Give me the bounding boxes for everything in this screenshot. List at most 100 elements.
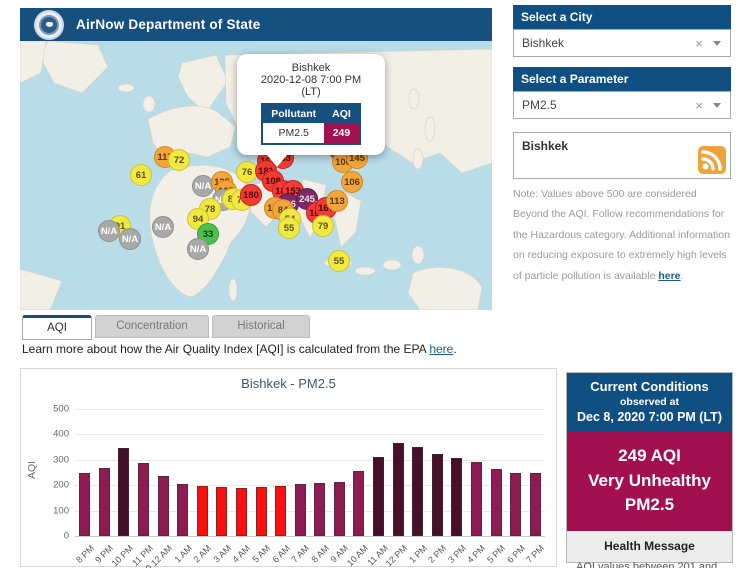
tab-aqi[interactable]: AQI bbox=[22, 315, 92, 340]
aqi-bar[interactable] bbox=[255, 486, 267, 536]
map-marker[interactable]: N/A bbox=[187, 238, 209, 260]
popup-aqi-value: 249 bbox=[324, 123, 360, 144]
x-axis-tick: 5 PM bbox=[485, 543, 508, 565]
observed-datetime: Dec 8, 2020 7:00 PM (LT) bbox=[577, 410, 722, 424]
aqi-bar[interactable] bbox=[157, 475, 169, 536]
parameter-caret-down-icon[interactable] bbox=[713, 102, 721, 108]
aqi-bar[interactable] bbox=[451, 457, 463, 536]
x-axis-tick: 8 AM bbox=[309, 543, 331, 565]
note-here-link[interactable]: here bbox=[658, 269, 681, 282]
aqi-bar[interactable] bbox=[412, 446, 424, 536]
city-clear-icon[interactable]: × bbox=[695, 35, 703, 51]
x-axis-tick: 8 PM bbox=[73, 543, 96, 565]
aqi-bar[interactable] bbox=[490, 468, 502, 536]
aqi-bar[interactable] bbox=[275, 485, 287, 536]
aqi-bar[interactable] bbox=[294, 483, 306, 536]
popup-tail bbox=[267, 155, 287, 167]
x-axis-tick: 2 AM bbox=[191, 543, 214, 565]
aqi-bar[interactable] bbox=[373, 457, 385, 536]
current-conditions-panel: Current Conditions observed at Dec 8, 20… bbox=[566, 372, 733, 568]
gridline bbox=[75, 485, 545, 487]
current-aqi-block: 249 AQI Very Unhealthy PM2.5 bbox=[567, 431, 732, 531]
world-aqi-map[interactable]: 117726176N/A135107N/A8079789433N/AN/A91N… bbox=[20, 41, 492, 310]
health-message-text: AQI values between 201 and 300 trigger a… bbox=[576, 560, 718, 568]
popup-col-aqi: AQI bbox=[324, 104, 360, 123]
map-marker[interactable]: N/A bbox=[152, 216, 174, 238]
parameter-select[interactable]: PM2.5 × bbox=[513, 91, 731, 119]
gridline bbox=[75, 459, 545, 461]
map-marker[interactable]: 55 bbox=[328, 250, 350, 272]
popup-city: Bishkek bbox=[291, 62, 331, 74]
aqi-bar[interactable] bbox=[392, 443, 404, 536]
aqi-bar[interactable] bbox=[470, 461, 482, 536]
select-city-label: Select a City bbox=[513, 5, 731, 29]
aqi-bar[interactable] bbox=[333, 481, 345, 536]
popup-pollutant-value: PM2.5 bbox=[278, 127, 309, 139]
map-marker[interactable]: N/A bbox=[192, 175, 214, 197]
tab-concentration[interactable]: Concentration bbox=[95, 315, 209, 338]
aqi-bar[interactable] bbox=[177, 484, 189, 536]
y-axis-tick: 100 bbox=[53, 505, 69, 517]
y-axis-tick: 200 bbox=[53, 479, 69, 491]
aqi-bar[interactable] bbox=[431, 454, 443, 536]
note-text: Note: Values above 500 are considered Be… bbox=[513, 188, 730, 282]
map-marker[interactable]: 113 bbox=[326, 190, 348, 212]
chart-plot-area bbox=[75, 409, 545, 537]
map-marker[interactable]: 106 bbox=[341, 171, 363, 193]
chart-tabs: AQI Concentration Historical bbox=[22, 315, 310, 340]
aqi-bar[interactable] bbox=[235, 488, 247, 536]
learn-more-end: . bbox=[453, 342, 457, 356]
map-marker[interactable]: 72 bbox=[168, 149, 190, 171]
aqi-bar[interactable] bbox=[79, 472, 91, 536]
current-conditions-header: Current Conditions observed at Dec 8, 20… bbox=[567, 373, 732, 431]
map-marker[interactable]: 180 bbox=[240, 184, 262, 206]
x-axis-tick: 7 PM bbox=[524, 543, 547, 565]
app-header: AirNow Department of State bbox=[20, 8, 492, 41]
current-conditions-title: Current Conditions bbox=[590, 379, 709, 394]
x-axis-tick: 7 AM bbox=[289, 543, 312, 565]
aqi-bar[interactable] bbox=[118, 448, 130, 536]
city-select-value: Bishkek bbox=[522, 36, 565, 50]
aqi-bar[interactable] bbox=[196, 486, 208, 536]
map-marker[interactable]: 61 bbox=[130, 164, 152, 186]
select-city-panel: Select a City Bishkek × bbox=[513, 5, 731, 57]
rss-feed-box: Bishkek bbox=[513, 132, 731, 179]
tab-historical[interactable]: Historical bbox=[212, 315, 310, 338]
city-caret-down-icon[interactable] bbox=[713, 40, 721, 46]
current-aqi-pollutant: PM2.5 bbox=[624, 495, 675, 515]
aqi-bar[interactable] bbox=[216, 487, 228, 536]
aqi-bar[interactable] bbox=[314, 483, 326, 536]
observed-at-label: observed at bbox=[620, 396, 679, 408]
popup-col-pollutant: Pollutant bbox=[262, 104, 325, 123]
gridline bbox=[75, 409, 545, 410]
x-axis-tick: 3 AM bbox=[211, 543, 233, 565]
chart-x-ticks: 8 PM 9 PM 10 PM 11 PM 2020 12 AM 1 AM 2 AM 3 AM… bbox=[73, 539, 547, 568]
gridline bbox=[75, 510, 545, 512]
x-axis-tick: 6 PM bbox=[504, 543, 527, 565]
city-select[interactable]: Bishkek × bbox=[513, 29, 731, 57]
aqi-bar[interactable] bbox=[529, 472, 541, 536]
map-marker[interactable]: N/A bbox=[119, 228, 141, 250]
aqi-bar[interactable] bbox=[353, 470, 365, 536]
y-axis-tick: 400 bbox=[53, 428, 69, 440]
map-marker[interactable]: 79 bbox=[312, 215, 334, 237]
map-marker[interactable]: N/A bbox=[98, 220, 120, 242]
parameter-clear-icon[interactable]: × bbox=[695, 97, 703, 113]
x-axis-tick: 2 PM bbox=[426, 543, 449, 565]
x-axis-tick: 6 AM bbox=[270, 543, 292, 565]
gridline bbox=[75, 434, 545, 436]
chart-title: Bishkek - PM2.5 bbox=[241, 376, 336, 391]
aqi-bar[interactable] bbox=[98, 467, 110, 536]
map-marker[interactable]: 55 bbox=[278, 217, 300, 239]
popup-timezone: (LT) bbox=[301, 86, 321, 98]
rss-icon[interactable] bbox=[698, 146, 726, 174]
map-popup: Bishkek 2020-12-08 7:00 PM (LT) Pollutan… bbox=[237, 54, 385, 167]
learn-more-here-link[interactable]: here bbox=[429, 342, 454, 356]
learn-more-body: Learn more about how the Air Quality Ind… bbox=[22, 342, 430, 356]
aqi-bar[interactable] bbox=[138, 463, 150, 536]
current-aqi-value: 249 AQI bbox=[618, 446, 681, 465]
learn-more-text: Learn more about how the Air Quality Ind… bbox=[22, 342, 457, 356]
y-axis-tick: 0 bbox=[63, 530, 69, 542]
aqi-bar[interactable] bbox=[510, 472, 522, 536]
